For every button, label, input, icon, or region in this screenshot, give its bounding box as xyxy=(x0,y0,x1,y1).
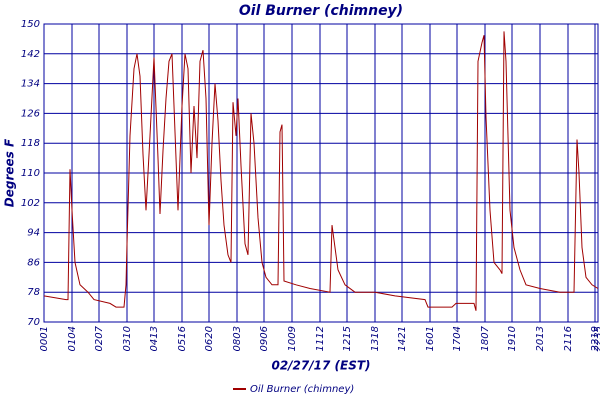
series-line xyxy=(43,31,599,311)
y-axis-label: Degrees F xyxy=(3,138,17,207)
y-tick-label: 86 xyxy=(27,257,40,268)
x-tick-label: 1318 xyxy=(370,326,381,351)
x-tick-label: 0310 xyxy=(122,326,133,351)
x-tick-label: 1601 xyxy=(425,326,436,351)
legend-label: Oil Burner (chimney) xyxy=(250,384,354,395)
x-tick-label: 1421 xyxy=(397,326,408,351)
y-tick-label: 70 xyxy=(27,317,40,328)
y-tick-label: 118 xyxy=(21,138,40,149)
x-tick-label: 1910 xyxy=(507,326,518,351)
x-tick-label: 0413 xyxy=(149,326,160,351)
x-tick-label: 1215 xyxy=(342,326,353,351)
y-tick-label: 134 xyxy=(21,79,40,90)
x-tick-label: 1009 xyxy=(287,326,298,351)
x-tick-label: 1704 xyxy=(452,326,463,351)
chart-title: Oil Burner (chimney) xyxy=(239,3,403,19)
x-axis-label: 02/27/17 (EST) xyxy=(271,359,370,373)
x-tick-label: 0620 xyxy=(204,326,215,351)
x-tick-label: 0001 xyxy=(39,326,50,351)
y-tick-label: 150 xyxy=(21,19,40,30)
y-tick-label: 110 xyxy=(21,168,40,179)
x-tick-label: 0906 xyxy=(259,326,270,351)
x-tick-label: 0207 xyxy=(94,325,105,351)
x-tick-label: 0516 xyxy=(177,326,188,351)
x-tick-label: 1112 xyxy=(315,326,326,351)
x-tick-label: 2219 xyxy=(590,326,600,351)
x-tick-label: 2235 xyxy=(593,326,600,351)
x-tick-label: 2013 xyxy=(535,326,546,351)
y-tick-label: 78 xyxy=(27,287,40,298)
y-tick-label: 142 xyxy=(21,49,40,60)
y-tick-label: 126 xyxy=(21,108,40,119)
x-tick-label: 1807 xyxy=(480,325,491,351)
y-tick-label: 94 xyxy=(27,228,40,239)
x-tick-label: 0803 xyxy=(232,326,243,351)
x-tick-label: 0104 xyxy=(67,326,78,351)
x-tick-label: 2116 xyxy=(563,326,574,351)
y-tick-label: 102 xyxy=(21,198,40,209)
